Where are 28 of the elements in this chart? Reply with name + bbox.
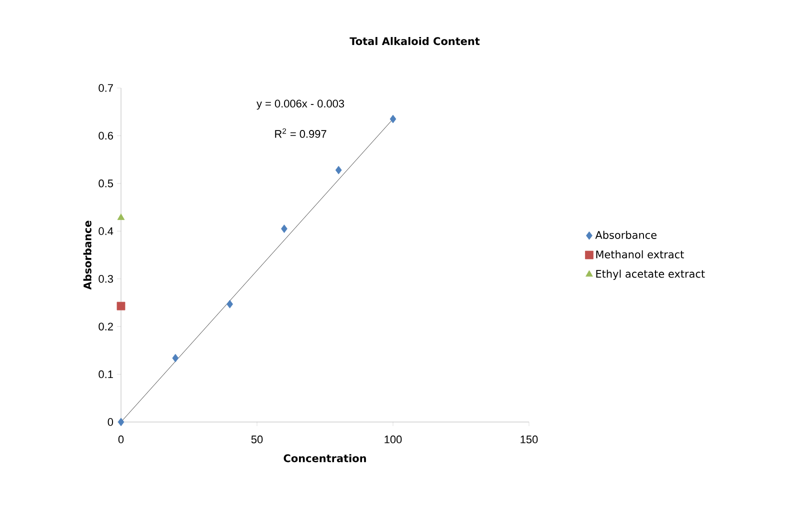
y-tick-label: 0.2 [98,322,113,330]
x-tick-label: 50 [251,436,263,444]
y-tick-label: 0.3 [98,274,113,283]
point [281,224,288,233]
x-tick-label: 0 [118,436,124,444]
legend-label: Absorbance [595,230,656,239]
y-tick-label: 0.7 [98,84,113,92]
x-tick-label: 100 [384,436,402,444]
x-axis-title: Concentration [284,454,366,462]
y-tick-label: 0 [108,418,114,426]
point [172,354,179,362]
legend-label: Ethyl acetate extract [596,270,705,280]
x-tick-label: 150 [520,436,538,444]
point [335,166,342,174]
point [226,300,233,308]
point [118,418,124,426]
y-axis-title: Absorbance [83,220,92,290]
y-tick-label: 0.1 [98,370,113,378]
legend-label: Methanol extract [596,250,684,258]
y-tick-label: 0.4 [98,227,114,236]
point [390,114,396,124]
y-tick-label: 0.6 [98,132,113,140]
point [116,302,126,310]
annotation: R$^{2}$ = 0.997 [275,128,326,138]
chart-title: Total Alkaloid Content [350,37,480,46]
point [117,214,125,220]
annotation: y = 0.006x - 0.003 [256,100,344,110]
y-tick-label: 0.5 [98,180,114,188]
